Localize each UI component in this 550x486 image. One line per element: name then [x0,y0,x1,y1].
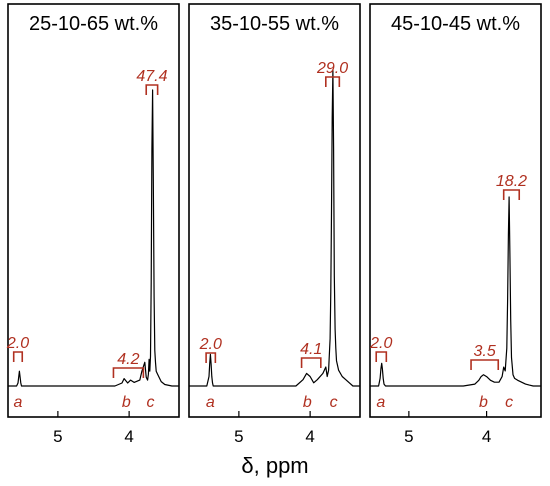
integral-value: 47.4 [136,68,167,85]
peak-label: b [122,394,131,411]
x-tick-label: 5 [404,427,413,446]
panel-frame [369,3,542,418]
integral-bracket [112,367,145,378]
integral-value: 4.1 [300,341,322,358]
peak-label: a [206,394,215,411]
peak-label: a [14,394,23,411]
x-tick-label: 4 [124,427,133,446]
spectrum-line [8,89,179,387]
peak-label: a [376,394,385,411]
peak-label: b [479,394,488,411]
integral-bracket [205,352,217,363]
x-tick-label: 5 [234,427,243,446]
integral-value: 3.5 [474,343,496,360]
spectrum-line [370,196,541,387]
integral-value: 2.0 [6,335,29,352]
panel-title: 35-10-55 wt.% [210,13,339,35]
peak-label: c [505,394,513,411]
integral-bracket [300,357,322,368]
integral-bracket [325,76,341,87]
panel-frame [7,3,180,418]
x-tick-label: 5 [53,427,62,446]
x-tick-label: 4 [482,427,491,446]
panels: 25-10-65 wt.%5 42.04.247.4a b c35-10-55 wt.… [6,3,542,446]
integral-bracket [470,359,500,370]
integral-value: 29.0 [316,60,348,77]
peak-label: c [330,394,338,411]
integral-value: 4.2 [117,351,139,368]
integral-bracket [375,351,388,362]
panel-3: 45-10-45 wt.% 5 4 2.0 3.5 18.2 a b c [369,3,542,446]
panel-title: 45-10-45 wt.% [391,13,520,35]
x-tick-label: 4 [305,427,314,446]
spectrum-line [189,69,360,387]
panel-title: 25-10-65 wt.% [29,13,158,35]
integral-bracket [502,189,521,200]
panel-1: 25-10-65 wt.% 5 4 2.0 4.2 47.4 a b c [6,3,180,446]
panel-frame [188,3,361,418]
peak-label: c [147,394,155,411]
integral-bracket [12,351,24,362]
peak-label: b [303,394,312,411]
integral-value: 18.2 [496,173,527,190]
x-axis-label: δ, ppm [241,453,308,478]
panel-2: 35-10-55 wt.% 5 4 2.0 4.1 29.0 a b c [188,3,361,446]
integral-value: 2.0 [199,336,222,353]
integral-value: 2.0 [369,335,392,352]
integral-bracket [145,84,159,95]
